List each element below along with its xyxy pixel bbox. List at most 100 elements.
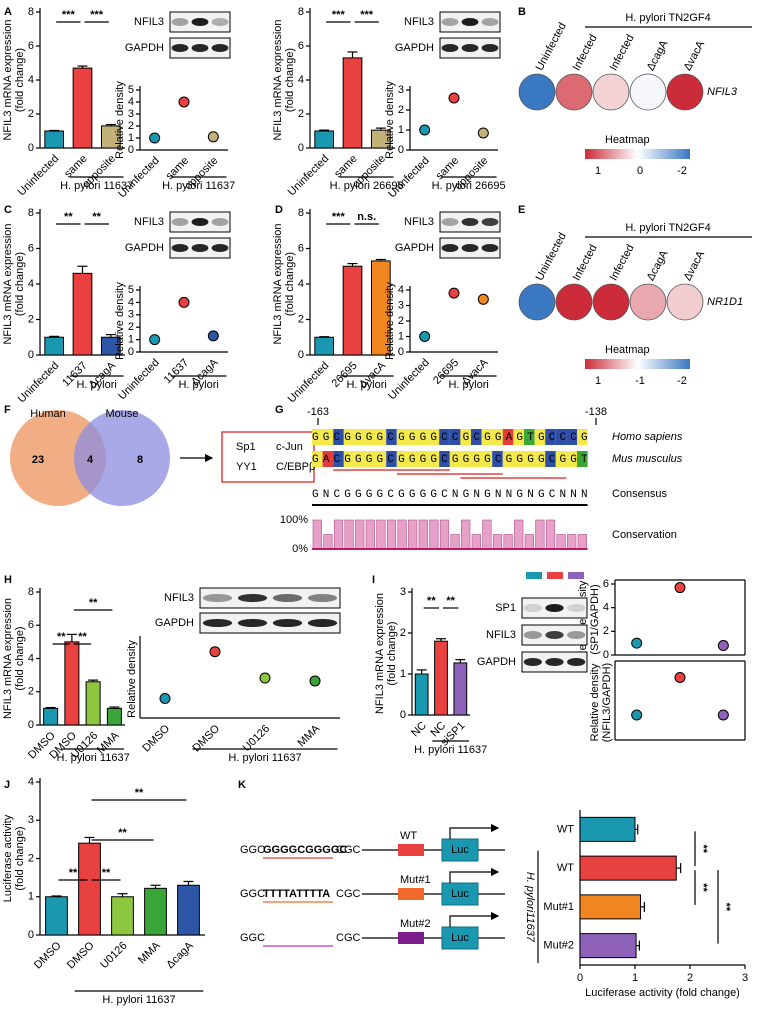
error-bar [455, 659, 466, 663]
y-tick-label: 1 [28, 891, 34, 903]
conservation-bar [365, 519, 375, 550]
significance-label: *** [62, 9, 76, 21]
heatmap-row: NFIL3 [707, 86, 738, 98]
base-cell [471, 451, 482, 467]
error-bar [635, 824, 639, 835]
blot-label: GAPDH [125, 242, 164, 254]
error-bar [347, 262, 358, 267]
group-label: H. pylori [448, 379, 488, 391]
lane-key [526, 572, 542, 579]
blot-label: GAPDH [477, 656, 516, 668]
conservation-tick: 100% [280, 514, 308, 526]
y-tick-label: 0 [28, 349, 34, 361]
x-tick-label: 1 [632, 972, 638, 984]
x-tick-label: 0 [577, 972, 583, 984]
blot-band [567, 631, 586, 639]
bar [78, 842, 101, 936]
heatmap-column: Uninfected [534, 231, 569, 283]
blot-label: NFIL3 [404, 16, 434, 28]
consensus: GNCGGGGCGGGGCNGNGNNGNGCNNN [312, 489, 588, 501]
x-tick-label: Uninfected [16, 153, 62, 199]
y-tick-label: 5 [128, 284, 134, 296]
blot-band [171, 218, 189, 226]
y-tick-label: 0 [298, 349, 304, 361]
dot [309, 675, 321, 687]
y-axis-label: NFIL3 mRNA expression [2, 19, 14, 140]
base-cell [386, 429, 397, 445]
conservation-bar [397, 519, 407, 550]
species: Homo sapiens [612, 431, 683, 443]
error-bar [319, 336, 330, 338]
y-tick-label: 4 [128, 296, 134, 308]
y-axis-label: (fold change) [14, 252, 26, 316]
binding-site: GGGGCGGGGC [263, 844, 347, 856]
y-axis-label: Relative density [384, 282, 396, 360]
conservation-bar [524, 534, 534, 550]
group-label: H. pylori 11637 [102, 994, 175, 1006]
bar [64, 641, 80, 726]
y-tick-label: 4 [28, 652, 34, 664]
y-tick-label: 3 [28, 814, 34, 826]
y-tick-label: Mut#1 [543, 901, 574, 913]
y-tick-label: 4 [28, 776, 34, 788]
blot-band [441, 18, 459, 26]
y-tick-label: 4 [28, 278, 34, 290]
heatmap-column: ΔcagA [645, 38, 671, 73]
x-tick-label: DMSO [140, 722, 172, 754]
y-tick-label: 3 [400, 586, 406, 598]
blot-band [481, 218, 499, 226]
significance-label: ** [57, 631, 66, 643]
conservation-bar [503, 534, 513, 550]
y-axis-label: Luciferase activity [2, 814, 14, 902]
y-tick-label: 0 [603, 649, 609, 661]
blot-band [567, 658, 586, 666]
conservation-bar [429, 519, 439, 550]
x-tick-label: NC [409, 720, 429, 740]
y-tick-label: 6 [298, 242, 304, 254]
blot-label: NFIL3 [486, 629, 516, 641]
group-label: H. pylori 11637 [60, 180, 133, 192]
heatmap-cell [518, 283, 556, 321]
venn-count: 23 [32, 454, 44, 466]
x-tick-label: 3 [742, 972, 748, 984]
y-tick-label: 0 [128, 346, 134, 358]
conservation-bar [408, 519, 418, 550]
base-cell [439, 451, 450, 467]
y-tick-label: 2 [298, 108, 304, 120]
base-cell [418, 429, 429, 445]
y-tick-label: 2 [28, 686, 34, 698]
bar [111, 896, 134, 936]
error-bar [77, 65, 88, 69]
bar [45, 896, 68, 936]
base-cell [471, 429, 482, 445]
venn-label: Mouse [105, 408, 138, 420]
significance-label: ** [118, 827, 127, 839]
error-bar [436, 638, 446, 642]
group-label: H. pylori [346, 379, 386, 391]
blot-band [523, 604, 542, 612]
panel-label: A [4, 6, 12, 18]
heatmap-cell [666, 73, 704, 111]
y-axis-label: (fold change) [284, 252, 296, 316]
y-tick-label: 6 [603, 578, 609, 590]
conservation-bar [471, 534, 481, 550]
legend-tick: -2 [677, 165, 687, 177]
binding-site: TTTTATTTTA [263, 888, 330, 900]
significance-label: ** [64, 211, 73, 223]
base-cell [481, 429, 493, 445]
blot-band [545, 658, 564, 666]
error-bar [77, 265, 88, 274]
base-cell [333, 451, 344, 467]
base-cell [492, 429, 503, 445]
venn-count: 8 [137, 454, 143, 466]
bar [43, 707, 59, 726]
blot-band [523, 631, 542, 639]
y-axis-label: Relative density [384, 81, 396, 159]
bar [414, 673, 429, 716]
y-tick-label: 4 [603, 602, 609, 614]
y-tick-label: 8 [28, 6, 34, 18]
y-axis-label: NFIL3 mRNA expression [272, 223, 284, 344]
base-cell [555, 429, 567, 445]
y-tick-label: 8 [298, 207, 304, 219]
dot [717, 709, 729, 721]
